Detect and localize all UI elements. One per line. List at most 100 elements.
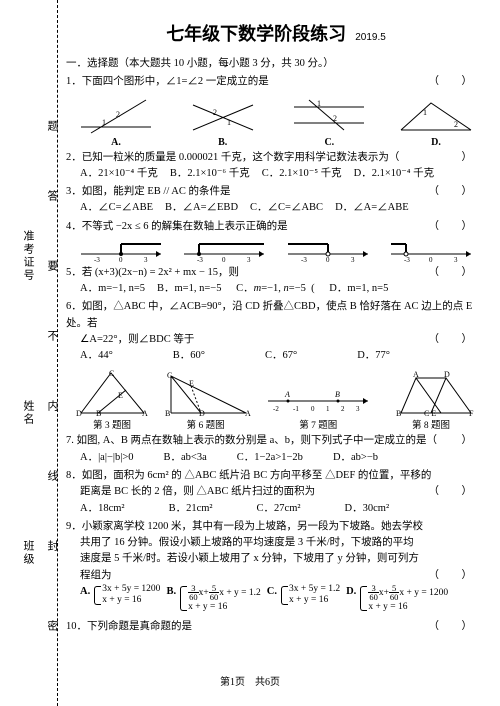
q9-c: 速度是 5 千米/时。若设小颖上坡用了 x 分钟，下坡用了 y 分钟，则可列方 bbox=[80, 551, 486, 567]
svg-text:C: C bbox=[109, 369, 114, 378]
q3-A: A．∠C=∠ABE bbox=[80, 200, 153, 216]
svg-text:B: B bbox=[396, 409, 401, 416]
svg-text:0: 0 bbox=[119, 256, 123, 263]
svg-text:E: E bbox=[118, 391, 123, 400]
q4-nl-B: -303 bbox=[179, 239, 269, 263]
binding-char-5: 要 bbox=[44, 260, 60, 271]
svg-text:3: 3 bbox=[144, 256, 148, 263]
binding-char-3: 内 bbox=[44, 400, 60, 411]
q7-D: D．ab>−b bbox=[333, 450, 378, 466]
svg-text:2: 2 bbox=[116, 110, 120, 119]
svg-text:C E: C E bbox=[424, 409, 436, 416]
svg-text:D: D bbox=[444, 370, 450, 379]
q9-b: 共用了 16 分钟。假设小颖上坡路的平均速度是 3 千米/时，下坡路的平均 bbox=[80, 535, 486, 551]
binding-char-7: 题 bbox=[44, 120, 60, 131]
svg-text:1: 1 bbox=[326, 405, 330, 413]
svg-text:F: F bbox=[469, 409, 474, 416]
q4: 4．不等式 −2x ≤ 6 的解集在数轴上表示正确的是（ ） bbox=[66, 219, 486, 235]
svg-text:0: 0 bbox=[311, 405, 315, 413]
q9-sysC: C. 3x + 5y = 1.2x + y = 16 bbox=[267, 584, 340, 607]
q1-figA: 12 A. bbox=[76, 95, 156, 148]
q4-figures: -3 0 3 -3 0 3 -3 0 3 -3 0 3 bbox=[76, 239, 476, 263]
q8: 8．如图，面积为 6cm² 的 △ABC 纸片沿 BC 方向平移至 △DEF 的… bbox=[66, 468, 486, 501]
q9-systems: A. 3x + 5y = 1200x + y = 16 B. 360x+560x… bbox=[80, 584, 486, 613]
q9-sysB: B. 360x+560x + y = 1.2 x + y = 16 bbox=[166, 584, 260, 613]
q5: 5．若 (x+3)(2x−n) = 2x² + mx − 15，则（ ） bbox=[66, 265, 486, 281]
binding-label-class: 班级 bbox=[20, 540, 36, 566]
q8-opts: A．18cm² B．21cm² C．27cm² D．30cm² bbox=[80, 501, 486, 517]
q6-C: C．67° bbox=[265, 348, 297, 364]
q8-stem-b: 距离是 BC 长的 2 倍，则 △ABC 纸片扫过的面积为 bbox=[80, 486, 315, 497]
svg-text:3: 3 bbox=[356, 405, 360, 413]
title-date: 2019.5 bbox=[355, 32, 386, 43]
svg-text:3: 3 bbox=[247, 256, 251, 263]
q6-opts: A．44° B．60° C．67° D．77° bbox=[80, 348, 486, 364]
q1: 1．下面四个图形中，∠1=∠2 一定成立的是 （ ） bbox=[66, 74, 486, 90]
page-footer: 第1页 共6页 bbox=[0, 673, 500, 688]
q6-D: D．77° bbox=[357, 348, 390, 364]
q4-nl-D: -3 0 3 bbox=[386, 239, 476, 263]
svg-text:0: 0 bbox=[326, 256, 330, 263]
svg-text:3: 3 bbox=[351, 256, 355, 263]
binding-char-0: 密 bbox=[44, 620, 60, 631]
q3-D: D．∠A=∠ABE bbox=[335, 200, 409, 216]
q7-C: C．1−2a>1−2b bbox=[237, 450, 303, 466]
q3: 3．如图，能判定 EB // AC 的条件是（ ） bbox=[66, 184, 486, 200]
svg-text:B: B bbox=[165, 409, 170, 416]
q9-d: 程组为 bbox=[80, 570, 112, 581]
q6-B: B．60° bbox=[173, 348, 205, 364]
q2-A: A．21×10⁻⁴ 千克 bbox=[80, 166, 158, 182]
fig-q6-cap: 第 6 题图 bbox=[161, 417, 251, 431]
q1-figC: 12 C. bbox=[289, 95, 369, 148]
svg-text:-1: -1 bbox=[293, 405, 299, 413]
q1-optB: B. bbox=[183, 137, 263, 148]
svg-text:1: 1 bbox=[317, 99, 321, 108]
q3-stem: 3．如图，能判定 EB // AC 的条件是 bbox=[66, 186, 231, 197]
q4-stem: 4．不等式 −2x ≤ 6 的解集在数轴上表示正确的是 bbox=[66, 221, 288, 232]
q3-opts: A．∠C=∠ABE B．∠A=∠EBD C．∠C=∠ABC D．∠A=∠ABE bbox=[80, 200, 486, 216]
binding-label-name: 姓名 bbox=[20, 400, 36, 426]
q1-optA: A. bbox=[76, 137, 156, 148]
q9-sysA: A. 3x + 5y = 1200x + y = 16 bbox=[80, 584, 160, 607]
q5-stem: 5．若 (x+3)(2x−n) = 2x² + mx − 15，则 bbox=[66, 267, 239, 278]
svg-text:0: 0 bbox=[222, 256, 226, 263]
svg-text:3: 3 bbox=[454, 256, 458, 263]
svg-text:1: 1 bbox=[227, 118, 231, 127]
q6-stem-b: ∠A=22°，则∠BDC 等于 bbox=[80, 334, 194, 345]
q8-B: B．21cm² bbox=[169, 501, 213, 517]
q10-stem: 10．下列命题是真命题的是 bbox=[66, 621, 192, 632]
q2-C: C．2.1×10⁻⁵ 千克 bbox=[262, 166, 342, 182]
fig-q3-cap: 第 3 题图 bbox=[76, 417, 148, 431]
q5-D: D．m=1, n=5 bbox=[329, 281, 388, 297]
q1-optC: C. bbox=[289, 137, 369, 148]
q5-A: A．m=−1, n=5 bbox=[80, 281, 145, 297]
svg-text:0: 0 bbox=[429, 256, 433, 263]
q6-A: A．44° bbox=[80, 348, 113, 364]
fig-q8-cap: 第 8 题图 bbox=[386, 417, 476, 431]
q5-B: B．m=1, n=−5 bbox=[157, 281, 221, 297]
page-title: 七年级下数学阶段练习 2019.5 bbox=[66, 20, 486, 46]
q2: 2．已知一粒米的质量是 0.000021 千克，这个数字用科学记数法表示为（ ） bbox=[66, 150, 486, 166]
svg-text:2: 2 bbox=[213, 108, 217, 117]
svg-text:2: 2 bbox=[341, 405, 345, 413]
q4-nl-A: -303 bbox=[76, 239, 166, 263]
q7-opts: A．|a|−|b|>0 B．ab<3a C．1−2a>1−2b D．ab>−b bbox=[80, 450, 486, 466]
svg-text:-3: -3 bbox=[301, 256, 307, 263]
q4-nl-C: -3 0 3 bbox=[283, 239, 373, 263]
svg-text:1: 1 bbox=[423, 108, 427, 117]
q9-a: 9．小颖家离学校 1200 米，其中有一段为上坡路，另一段为下坡路。她去学校 bbox=[66, 519, 486, 535]
svg-text:D: D bbox=[76, 409, 82, 416]
svg-text:D: D bbox=[199, 409, 205, 416]
svg-text:B: B bbox=[96, 409, 101, 416]
q5-C: C．m=−1, n=−5 ( bbox=[233, 281, 317, 297]
svg-text:A: A bbox=[284, 390, 290, 399]
q3-B: B．∠A=∠EBD bbox=[165, 200, 238, 216]
binding-margin: 班级 姓名 准考证号 密 封 线 内 不 要 答 题 bbox=[0, 0, 58, 706]
q3-C: C．∠C=∠ABC bbox=[250, 200, 323, 216]
q7-A: A．|a|−|b|>0 bbox=[80, 450, 134, 466]
q1-optD: D. bbox=[396, 137, 476, 148]
svg-text:C: C bbox=[167, 371, 172, 380]
q5-opts: A．m=−1, n=5 B．m=1, n=−5 C．m=−1, n=−5 ( D… bbox=[80, 281, 486, 297]
q8-C: C．27cm² bbox=[257, 501, 301, 517]
svg-text:-3: -3 bbox=[404, 256, 410, 263]
